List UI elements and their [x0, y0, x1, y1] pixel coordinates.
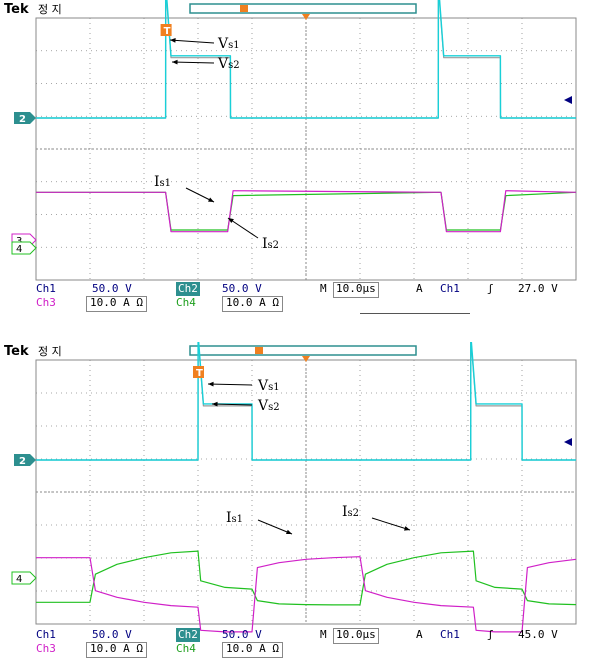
record-bar: [189, 3, 417, 14]
ch2-marker-shape: [14, 112, 36, 124]
ch2-marker-shape: [14, 454, 36, 466]
oscilloscope-capture-bottom: Tek 정 지 2 4 T Vs1 Vs2 Is1 Is2 Ch1 50.0 V Ch2…: [0, 342, 589, 658]
traces: [36, 0, 577, 233]
record-position-marker: [255, 347, 263, 354]
timebase: 10.0µs: [333, 628, 379, 644]
trigger-position-arrow: [302, 356, 310, 362]
ch2-marker: 2: [19, 114, 26, 125]
trigger-label: A: [416, 282, 423, 295]
ch1-name: Ch1: [36, 628, 56, 641]
ch4-name: Ch4: [176, 296, 196, 309]
trigger-level: 45.0 V: [518, 628, 558, 641]
ch4-marker: 4: [11, 571, 37, 585]
trigger-slope-icon: ʃ: [487, 628, 494, 641]
trigger-level: 27.0 V: [518, 282, 558, 295]
acquisition-state: 정 지: [38, 3, 62, 16]
acquisition-state: 정 지: [38, 345, 62, 358]
ch1-scale: 50.0 V: [92, 628, 132, 641]
ch2-marker: 2: [19, 456, 26, 467]
arrow-vs1: [169, 39, 215, 44]
ch4-scale: 10.0 A Ω: [222, 296, 283, 312]
arrow-vs2: [171, 61, 215, 64]
ch2-scale: 50.0 V: [222, 282, 262, 295]
grid: [35, 359, 577, 625]
trigger-position-marker: [302, 356, 572, 446]
trigger-badge: [193, 366, 204, 378]
arrow-vs1-head: [170, 38, 176, 43]
ch3-name: Ch3: [36, 296, 56, 309]
label-vs1: Vs1: [257, 378, 280, 394]
annotations: T Vs1 Vs2 Is1 Is2: [154, 24, 279, 252]
label-is2: Is2: [342, 504, 359, 520]
ch4-name: Ch4: [176, 642, 196, 655]
ch1-scale: 50.0 V: [92, 282, 132, 295]
grid: [35, 17, 577, 281]
trigger-source: Ch1: [440, 628, 460, 641]
traces: [36, 342, 577, 633]
timebase-label: M: [320, 628, 327, 641]
trigger-source: Ch1: [440, 282, 460, 295]
arrow-is2-head: [228, 218, 234, 224]
ch2-name: Ch2: [176, 282, 200, 296]
label-vs1: Vs1: [217, 36, 240, 52]
trace-is1: [36, 190, 577, 233]
trigger-badge-letter: T: [164, 26, 171, 37]
ch3-name: Ch3: [36, 642, 56, 655]
record-bar: [189, 345, 417, 356]
ch4-marker-label: 4: [16, 574, 22, 585]
timebase: 10.0µs: [333, 282, 379, 298]
trace-is2: [36, 550, 577, 606]
arrow-vs1-head: [208, 381, 214, 387]
arrow-is2: [371, 517, 411, 531]
trigger-level-arrow: [564, 438, 572, 446]
arrow-vs1: [207, 383, 253, 386]
trigger-badge: [160, 24, 172, 36]
ch1-name: Ch1: [36, 282, 56, 295]
arrow-is1-head: [286, 529, 292, 535]
ch2-scale: 50.0 V: [222, 628, 262, 641]
label-vs2: Vs2: [257, 398, 280, 414]
ch4-marker: 4: [11, 241, 37, 255]
arrow-vs2-head: [172, 59, 178, 65]
label-is1: Is1: [226, 510, 243, 526]
ch3-scale: 10.0 A Ω: [86, 296, 147, 312]
trigger-position-marker: [302, 14, 572, 104]
trigger-slope-icon: ʃ: [487, 282, 494, 295]
ch4-marker-shape: [11, 241, 37, 255]
brand-text: Tek: [4, 344, 29, 359]
trace-vs1: [36, 342, 576, 461]
ch4-marker-shape: [11, 571, 37, 585]
trigger-label: A: [416, 628, 423, 641]
brand-text: Tek: [4, 2, 29, 17]
arrow-is2-head: [404, 526, 410, 531]
timebase-label: M: [320, 282, 327, 295]
label-is1: Is1: [154, 174, 171, 190]
brand-label: Tek: [4, 2, 29, 17]
scope-display: Tek 정 지 2 4 T Vs1 Vs2 Is1 Is2: [4, 342, 577, 633]
trace-vs1: [36, 0, 576, 119]
trigger-position-arrow: [302, 14, 310, 20]
trigger-badge-letter: T: [196, 368, 203, 379]
arrow-vs2: [211, 403, 253, 406]
separator-line: [360, 313, 470, 314]
trigger-level-arrow: [564, 96, 572, 104]
arrow-is2: [227, 217, 259, 239]
ch2-name: Ch2: [176, 628, 200, 642]
brand-label: Tek: [4, 344, 29, 359]
label-vs2: Vs2: [217, 56, 240, 72]
arrow-is1: [257, 519, 293, 535]
annotations: T Vs1 Vs2 Is1 Is2: [193, 366, 411, 535]
label-is2: Is2: [262, 236, 279, 252]
record-position-marker: [240, 5, 248, 12]
arrow-vs2-head: [212, 401, 218, 407]
ch4-marker-label: 4: [16, 244, 22, 255]
trace-is1: [36, 556, 577, 633]
arrow-is1-head: [208, 197, 214, 202]
